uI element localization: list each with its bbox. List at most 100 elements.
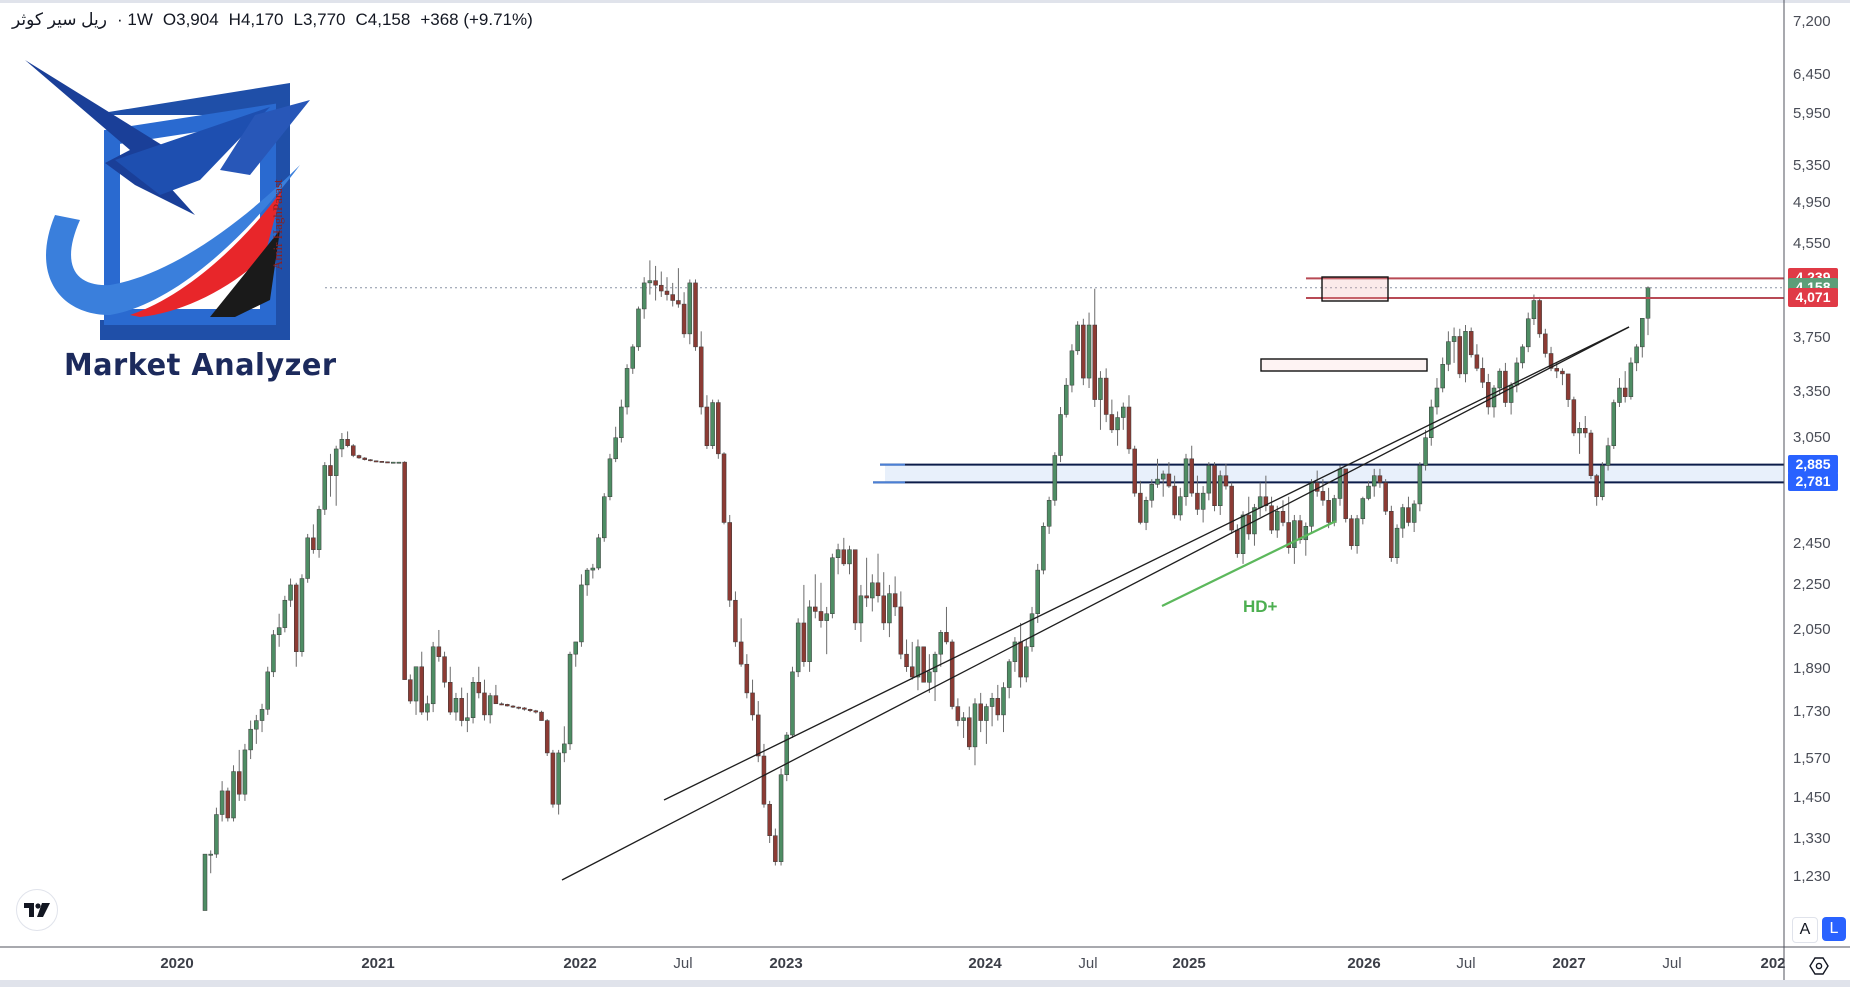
candle: [276, 613, 282, 647]
candle: [1389, 505, 1394, 562]
candle: [932, 651, 938, 702]
symbol-legend[interactable]: ریل سیر کوثر · 1W O3,904 H4,170 L3,770 C…: [12, 10, 533, 30]
candle: [1098, 371, 1103, 430]
hidden-divergence-label[interactable]: HD+: [1243, 597, 1278, 616]
candle: [499, 702, 504, 706]
candle: [373, 460, 379, 463]
candle: [681, 292, 687, 338]
candle: [362, 457, 367, 461]
candle: [1126, 395, 1132, 454]
candle: [807, 600, 812, 672]
candle: [1155, 458, 1160, 488]
candle: [1371, 468, 1377, 497]
ohlc-low: L3,770: [293, 10, 346, 29]
candle: [938, 629, 944, 667]
candle: [1320, 479, 1326, 506]
candle: [835, 543, 841, 575]
candle: [1035, 563, 1040, 623]
candle: [1018, 622, 1023, 688]
candle: [550, 749, 556, 808]
zones-layer: [325, 287, 1784, 484]
candle: [248, 720, 253, 760]
candle: [773, 828, 778, 866]
settings-gear-icon[interactable]: [1808, 955, 1830, 977]
ohlc-change: +368 (+9.71%): [420, 10, 533, 29]
candle: [1491, 385, 1497, 418]
candle: [813, 574, 818, 619]
candle: [453, 692, 459, 721]
candle: [1172, 475, 1177, 519]
candle: [1588, 429, 1594, 480]
candle: [1200, 486, 1206, 523]
candle: [801, 584, 807, 667]
price-tick: 1,890: [1793, 660, 1831, 678]
time-tick: 202: [1760, 955, 1786, 972]
candle: [573, 641, 578, 667]
candle: [984, 703, 989, 744]
candle: [864, 557, 869, 607]
price-tick: 5,950: [1793, 105, 1831, 123]
candle: [316, 505, 322, 558]
candle: [1349, 514, 1354, 550]
candle: [1081, 318, 1086, 386]
candle: [630, 344, 636, 374]
candle: [767, 800, 772, 843]
auto-scale-button[interactable]: A: [1792, 917, 1818, 943]
candle: [607, 453, 613, 501]
candle: [927, 654, 932, 693]
candle: [1440, 357, 1445, 393]
interval[interactable]: · 1W: [117, 10, 153, 29]
candle: [544, 719, 550, 756]
candle: [219, 781, 225, 822]
candle: [333, 445, 339, 506]
candle: [909, 641, 915, 680]
price-badge-red: 4,071: [1788, 287, 1838, 307]
candle: [1006, 659, 1012, 699]
candle: [1486, 373, 1491, 415]
symbol-name[interactable]: ریل سیر کوثر: [12, 10, 108, 29]
candle: [1560, 368, 1565, 386]
log-scale-button[interactable]: L: [1822, 917, 1846, 941]
candle: [208, 850, 213, 874]
candle: [339, 432, 345, 458]
candle: [1463, 325, 1468, 383]
candle: [1383, 479, 1388, 515]
candle: [487, 692, 493, 724]
candle: [1520, 344, 1525, 369]
candle: [704, 395, 710, 449]
price-badge-blue: 2,885: [1788, 454, 1838, 474]
candle: [322, 462, 328, 515]
trendline-upper: [663, 326, 1630, 801]
candle: [294, 582, 299, 667]
candle: [470, 677, 476, 724]
eagle-logo-icon: Amir HaghParast: [25, 60, 310, 340]
candle: [1622, 371, 1628, 403]
candle: [727, 514, 732, 607]
candle: [750, 679, 755, 721]
candle: [1474, 344, 1480, 372]
candle: [242, 743, 248, 801]
tradingview-logo[interactable]: [16, 889, 58, 931]
candle: [1554, 362, 1559, 379]
candle: [311, 524, 316, 554]
candle: [830, 553, 835, 619]
candle: [647, 260, 653, 295]
candle: [1160, 470, 1166, 497]
candle: [1360, 496, 1366, 525]
candle: [425, 695, 430, 721]
candle: [1063, 378, 1069, 418]
candle: [567, 651, 573, 750]
candle: [465, 692, 470, 733]
candle: [1041, 522, 1046, 575]
candle: [1594, 473, 1599, 506]
candle: [1166, 462, 1172, 488]
candle: [659, 271, 664, 297]
candle: [482, 679, 487, 721]
candle: [744, 654, 750, 699]
candle: [459, 687, 464, 727]
candle: [790, 666, 795, 738]
candle: [1069, 344, 1075, 393]
price-tick: 3,350: [1793, 383, 1831, 401]
price-tick: 1,230: [1793, 868, 1831, 886]
